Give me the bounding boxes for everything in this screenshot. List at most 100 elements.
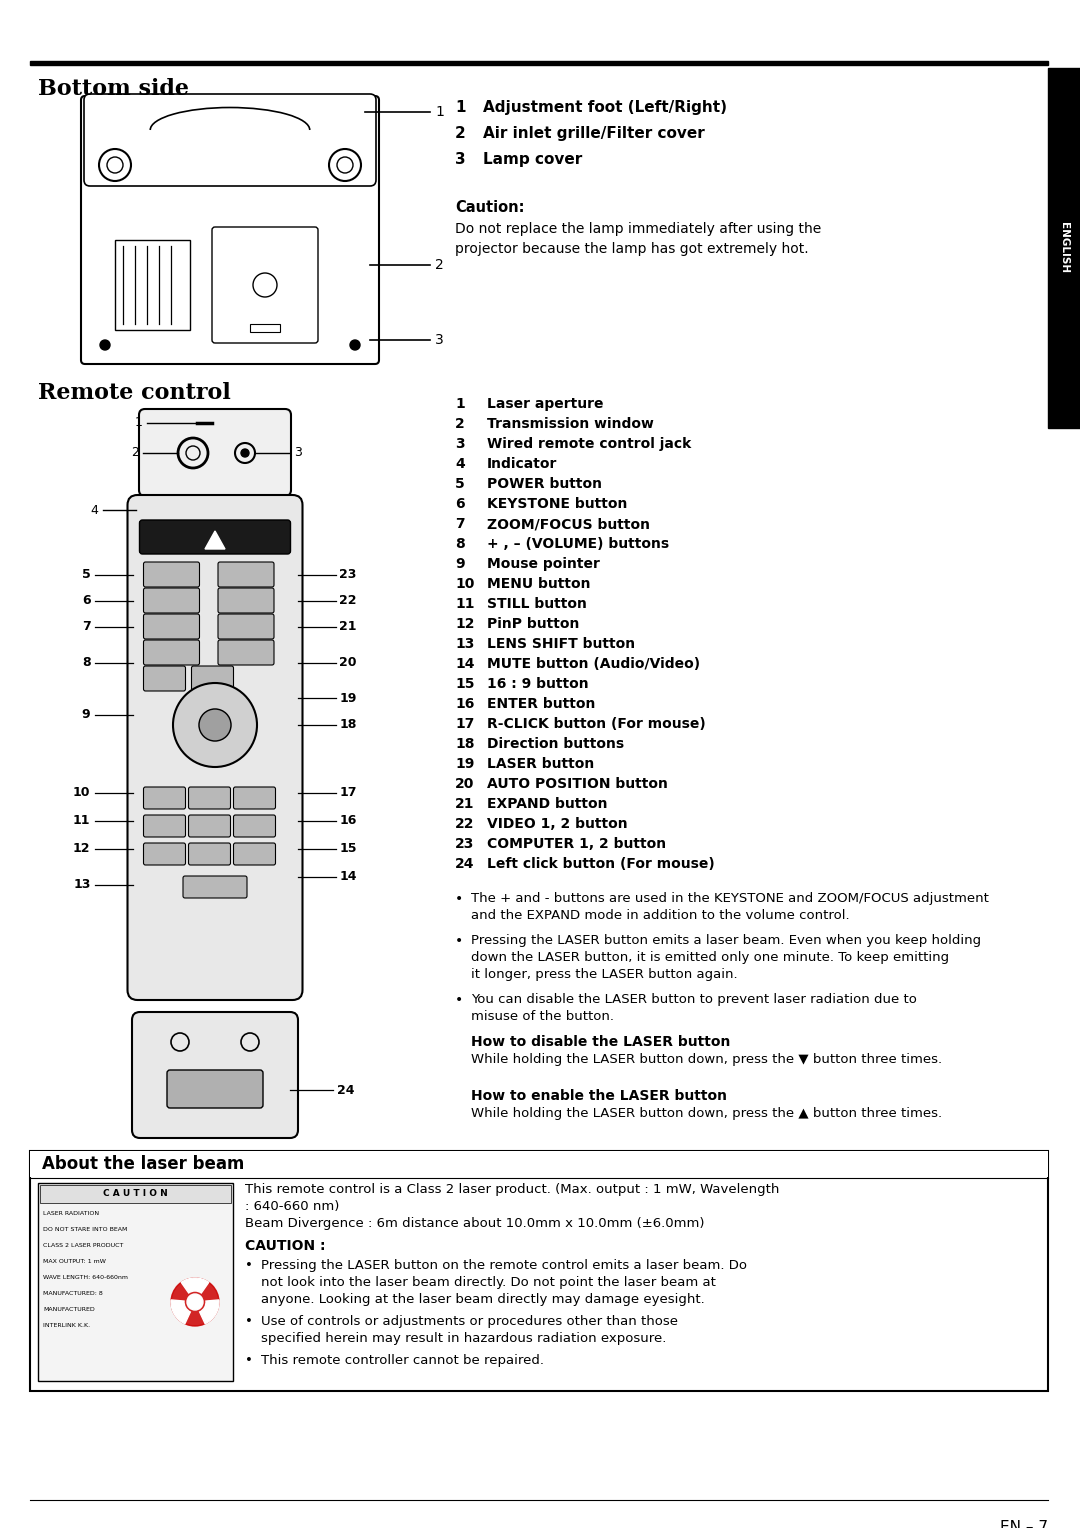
Text: Air inlet grille/Filter cover: Air inlet grille/Filter cover <box>483 125 705 141</box>
FancyBboxPatch shape <box>144 640 200 665</box>
Text: 16 : 9 button: 16 : 9 button <box>487 677 589 691</box>
Text: •: • <box>455 892 463 906</box>
Text: 9: 9 <box>455 558 464 571</box>
Text: 18: 18 <box>339 718 356 732</box>
Polygon shape <box>205 532 225 549</box>
Text: About the laser beam: About the laser beam <box>42 1155 244 1174</box>
FancyBboxPatch shape <box>212 228 318 342</box>
Text: COMPUTER 1, 2 button: COMPUTER 1, 2 button <box>487 837 666 851</box>
Text: 1: 1 <box>435 105 444 119</box>
Circle shape <box>173 683 257 767</box>
Text: MANUFACTURED: 8: MANUFACTURED: 8 <box>43 1291 103 1296</box>
Text: 5: 5 <box>455 477 464 490</box>
Text: 11: 11 <box>455 597 474 611</box>
Text: Lamp cover: Lamp cover <box>483 151 582 167</box>
Text: POWER button: POWER button <box>487 477 602 490</box>
Text: not look into the laser beam directly. Do not point the laser beam at: not look into the laser beam directly. D… <box>261 1276 716 1290</box>
FancyBboxPatch shape <box>144 614 200 639</box>
Text: •: • <box>455 934 463 947</box>
Text: CLASS 2 LASER PRODUCT: CLASS 2 LASER PRODUCT <box>43 1242 123 1248</box>
FancyBboxPatch shape <box>144 588 200 613</box>
Text: 8: 8 <box>455 536 464 552</box>
FancyBboxPatch shape <box>189 814 230 837</box>
Bar <box>30 1151 1048 1177</box>
FancyBboxPatch shape <box>218 614 274 639</box>
Wedge shape <box>181 1277 208 1293</box>
Text: and the EXPAND mode in addition to the volume control.: and the EXPAND mode in addition to the v… <box>471 909 850 921</box>
FancyBboxPatch shape <box>139 410 291 497</box>
Text: 12: 12 <box>455 617 474 631</box>
Circle shape <box>199 709 231 741</box>
Text: 14: 14 <box>455 657 474 671</box>
Text: STILL button: STILL button <box>487 597 586 611</box>
Text: 23: 23 <box>455 837 474 851</box>
Text: : 640-660 nm): : 640-660 nm) <box>245 1199 339 1213</box>
Bar <box>30 61 1048 66</box>
Text: You can disable the LASER button to prevent laser radiation due to: You can disable the LASER button to prev… <box>471 993 917 1005</box>
Text: 2: 2 <box>435 258 444 272</box>
Bar <box>114 240 190 330</box>
Text: •: • <box>245 1316 253 1328</box>
Text: WAVE LENGTH: 640-660nm: WAVE LENGTH: 640-660nm <box>43 1274 129 1280</box>
Text: 22: 22 <box>455 817 474 831</box>
Text: Left click button (For mouse): Left click button (For mouse) <box>487 857 715 871</box>
Wedge shape <box>200 1300 219 1323</box>
Text: 14: 14 <box>339 871 357 883</box>
Text: 21: 21 <box>455 798 474 811</box>
Text: 4: 4 <box>455 457 464 471</box>
Text: While holding the LASER button down, press the ▲ button three times.: While holding the LASER button down, pre… <box>471 1106 942 1120</box>
Text: •: • <box>245 1259 253 1271</box>
Text: 7: 7 <box>455 516 464 532</box>
Text: it longer, press the LASER button again.: it longer, press the LASER button again. <box>471 969 738 981</box>
Text: ENTER button: ENTER button <box>487 697 595 711</box>
Text: ENGLISH: ENGLISH <box>1059 223 1069 274</box>
Text: Indicator: Indicator <box>487 457 557 471</box>
Text: misuse of the button.: misuse of the button. <box>471 1010 615 1024</box>
FancyBboxPatch shape <box>191 666 233 691</box>
Wedge shape <box>171 1300 190 1323</box>
Text: 19: 19 <box>455 756 474 772</box>
Text: 19: 19 <box>339 692 356 704</box>
Text: 5: 5 <box>82 568 91 582</box>
FancyBboxPatch shape <box>144 787 186 808</box>
Text: MUTE button (Audio/Video): MUTE button (Audio/Video) <box>487 657 700 671</box>
FancyBboxPatch shape <box>218 588 274 613</box>
Circle shape <box>187 1294 203 1309</box>
Text: 24: 24 <box>337 1083 354 1097</box>
Text: CAUTION :: CAUTION : <box>245 1239 325 1253</box>
Text: PinP button: PinP button <box>487 617 579 631</box>
Text: LASER RADIATION: LASER RADIATION <box>43 1212 99 1216</box>
Text: While holding the LASER button down, press the ▼ button three times.: While holding the LASER button down, pre… <box>471 1053 942 1067</box>
FancyBboxPatch shape <box>183 876 247 898</box>
Text: 3: 3 <box>455 151 465 167</box>
Text: anyone. Looking at the laser beam directly may damage eyesight.: anyone. Looking at the laser beam direct… <box>261 1293 705 1306</box>
Text: 17: 17 <box>455 717 474 730</box>
Text: 10: 10 <box>455 578 474 591</box>
FancyBboxPatch shape <box>189 843 230 865</box>
Text: EN – 7: EN – 7 <box>1000 1520 1048 1528</box>
Text: Use of controls or adjustments or procedures other than those: Use of controls or adjustments or proced… <box>261 1316 678 1328</box>
FancyBboxPatch shape <box>189 787 230 808</box>
Text: Wired remote control jack: Wired remote control jack <box>487 437 691 451</box>
Text: 12: 12 <box>73 842 91 856</box>
Text: + , – (VOLUME) buttons: + , – (VOLUME) buttons <box>487 536 670 552</box>
Text: 1: 1 <box>135 417 143 429</box>
Text: Remote control: Remote control <box>38 382 231 403</box>
Text: 20: 20 <box>455 778 474 792</box>
Text: VIDEO 1, 2 button: VIDEO 1, 2 button <box>487 817 627 831</box>
Bar <box>30 1151 1048 1390</box>
Circle shape <box>241 449 249 457</box>
Circle shape <box>100 341 110 350</box>
Text: 2: 2 <box>455 417 464 431</box>
Text: INTERLINK K.K.: INTERLINK K.K. <box>43 1323 90 1328</box>
Text: 18: 18 <box>455 736 474 750</box>
Bar <box>1048 69 1080 428</box>
Bar <box>40 1186 231 1203</box>
Bar <box>38 1183 233 1381</box>
Text: Laser aperture: Laser aperture <box>487 397 604 411</box>
Text: DO NOT STARE INTO BEAM: DO NOT STARE INTO BEAM <box>43 1227 127 1232</box>
Text: 6: 6 <box>82 594 91 608</box>
Text: 6: 6 <box>455 497 464 510</box>
FancyBboxPatch shape <box>233 787 275 808</box>
FancyBboxPatch shape <box>81 96 379 364</box>
